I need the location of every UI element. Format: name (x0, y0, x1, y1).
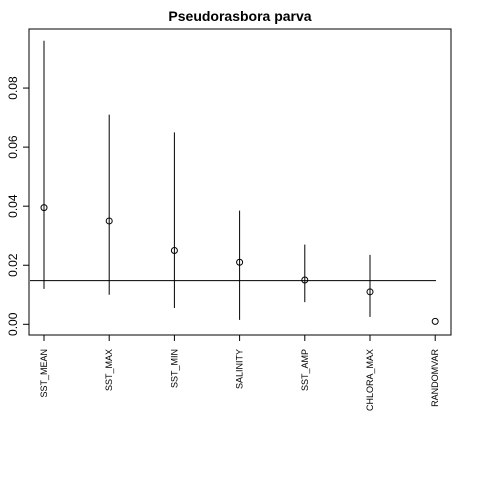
data-point (105, 217, 113, 225)
x-tick-label: SALINITY (235, 349, 245, 389)
x-tick-label: SST_MAX (104, 349, 114, 391)
x-tick-label: SST_MEAN (39, 349, 49, 398)
data-point (170, 246, 178, 254)
x-tick-label: CHLORA_MAX (365, 349, 375, 411)
y-tick-label: 0.00 (6, 312, 20, 336)
y-tick-label: 0.06 (6, 135, 20, 159)
y-tick-label: 0.08 (6, 76, 20, 100)
y-tick-label: 0.04 (6, 194, 20, 218)
y-tick-label: 0.02 (6, 253, 20, 277)
y-axis: 0.00 0.02 0.04 0.06 0.08 (6, 76, 30, 336)
data-marks (40, 40, 439, 325)
data-point (366, 288, 374, 296)
x-tick-label: SST_MIN (169, 349, 179, 388)
data-point (40, 204, 48, 212)
x-tick-label: RANDOMVAR (430, 349, 440, 407)
x-tick-label: SST_AMP (300, 349, 310, 391)
data-point (301, 276, 309, 284)
chart-title: Pseudorasbora parva (168, 8, 311, 24)
data-point (431, 317, 439, 325)
x-axis: SST_MEAN SST_MAX SST_MIN SALINITY SST_AMP CHL… (39, 334, 440, 411)
data-point (236, 258, 244, 266)
